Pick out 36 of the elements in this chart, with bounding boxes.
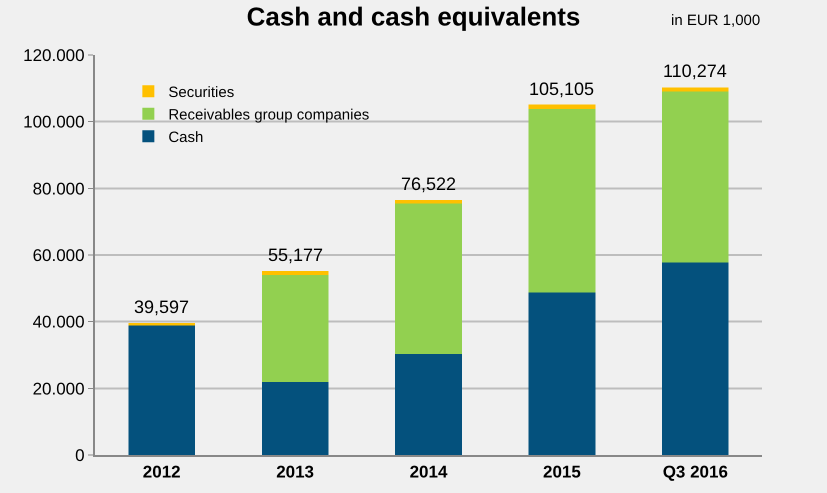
bar xyxy=(395,200,462,204)
bar xyxy=(662,92,729,263)
x-tick-label: Q3 2016 xyxy=(662,462,728,482)
y-tick-label: 120.000 xyxy=(23,46,85,65)
legend-label: Securities xyxy=(168,84,234,102)
annotation: 110,274 xyxy=(663,61,727,81)
x-tick-label: 2012 xyxy=(142,462,181,482)
legend-label: Receivables group companies xyxy=(168,106,370,124)
annotation: 55,177 xyxy=(268,245,324,265)
bar xyxy=(395,354,462,455)
y-tick-label: 40.000 xyxy=(32,312,85,332)
y-tick-label: 20.000 xyxy=(32,379,85,398)
y-tick-label: 60.000 xyxy=(32,246,85,265)
annotation: 39,597 xyxy=(134,297,190,317)
bar xyxy=(662,87,729,92)
bar xyxy=(528,292,596,455)
chart-title: Cash and cash equivalents xyxy=(246,2,580,32)
bar xyxy=(395,204,462,354)
annotation: 105,105 xyxy=(529,79,594,99)
y-tick-label: 80.000 xyxy=(32,179,85,198)
y-tick-label: 100.000 xyxy=(23,112,85,132)
x-tick-label: 2015 xyxy=(542,462,581,482)
annotation: 76,522 xyxy=(401,174,456,194)
bar xyxy=(528,104,596,109)
legend-label: Cash xyxy=(168,129,204,146)
x-tick-label: 2013 xyxy=(276,462,314,482)
bar xyxy=(262,382,328,455)
bar xyxy=(262,271,328,275)
bar xyxy=(128,323,196,326)
x-tick-label: 2014 xyxy=(410,462,448,482)
bar xyxy=(262,275,328,382)
bar xyxy=(128,326,196,455)
bar xyxy=(528,109,596,292)
text: in EUR 1,000 xyxy=(671,12,760,29)
bar xyxy=(662,262,729,455)
y-tick-label: 0 xyxy=(75,446,85,465)
